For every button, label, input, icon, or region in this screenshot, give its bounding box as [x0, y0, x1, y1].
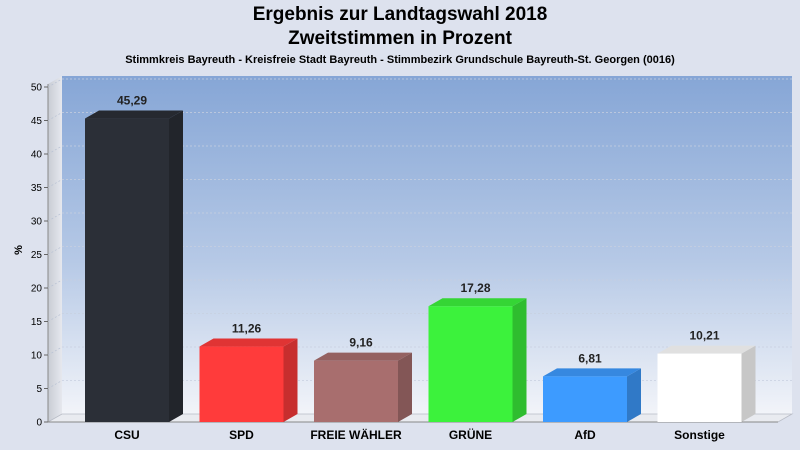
bar-front — [199, 346, 284, 422]
bar-top — [314, 352, 412, 361]
y-tick-label: 25 — [31, 250, 43, 261]
bar-side — [512, 298, 527, 422]
grid-line-side — [47, 212, 63, 222]
bar-side — [627, 368, 641, 422]
x-tick-label: GRÜNE — [449, 427, 492, 442]
bars — [85, 110, 756, 422]
bar-front — [428, 306, 513, 422]
x-tick-label: Sonstige — [674, 428, 725, 442]
left-wall — [48, 76, 62, 422]
bar-sonstige — [657, 345, 756, 422]
bar-csu — [85, 110, 183, 422]
bar-front — [657, 353, 742, 422]
grid-line-side — [47, 346, 63, 356]
grid-line-side — [47, 78, 63, 88]
x-tick-label: SPD — [229, 428, 254, 442]
bar-spd — [199, 338, 298, 422]
bar-value-label: 6,81 — [578, 351, 602, 365]
y-axis: 0 5 10 15 20 25 30 35 40 45 50 — [31, 83, 48, 429]
chart-title: Ergebnis zur Landtagswahl 2018 — [252, 4, 548, 25]
bar-top — [85, 110, 183, 119]
grid-line-side — [47, 380, 63, 389]
grid-line-side — [47, 313, 63, 322]
bar-side — [169, 110, 183, 422]
y-tick-label: 40 — [31, 150, 43, 161]
x-tick-label: CSU — [114, 428, 139, 442]
bar-side — [398, 352, 412, 422]
bar-top — [543, 368, 641, 377]
bar-side — [283, 338, 298, 422]
y-tick-label: 20 — [31, 284, 43, 295]
y-tick-label: 10 — [31, 351, 43, 362]
y-tick-label: 5 — [36, 384, 42, 395]
bar-freie-wähler — [314, 352, 412, 422]
labels: 45,29 CSU 11,26 SPD 9,16 FREIE WÄHLER 17,28 GRÜ… — [114, 94, 725, 442]
grid-line-side — [47, 246, 63, 255]
bar-value-label: 11,26 — [232, 322, 262, 336]
y-tick-label: 30 — [31, 217, 43, 228]
y-tick-label: 0 — [36, 418, 42, 429]
x-tick-label: FREIE WÄHLER — [310, 427, 402, 442]
grid-line-side — [47, 279, 63, 289]
grid-line-side — [47, 145, 63, 155]
bar-front — [543, 376, 627, 422]
grid-line-side — [47, 179, 63, 188]
grid-line-side — [47, 112, 63, 121]
bar-side — [741, 345, 756, 422]
chart-subtitle: Stimmkreis Bayreuth - Kreisfreie Stadt B… — [125, 54, 675, 66]
bar-value-label: 10,21 — [689, 329, 719, 343]
bar-value-label: 17,28 — [460, 281, 490, 295]
y-tick-label: 35 — [31, 183, 43, 194]
chart-title-line-2: Zweitstimmen in Prozent — [288, 28, 512, 49]
bar-value-label: 45,29 — [117, 94, 147, 108]
x-tick-label: AfD — [574, 428, 596, 442]
bar-value-label: 9,16 — [349, 336, 373, 350]
y-tick-label: 50 — [31, 83, 43, 94]
bar-grüne — [428, 298, 527, 422]
bar-top — [428, 298, 527, 307]
y-tick-label: 45 — [31, 116, 43, 127]
bar-top — [657, 345, 756, 354]
bar-afd — [543, 368, 641, 422]
bar-front — [314, 360, 398, 422]
bar-front — [85, 118, 169, 422]
bar-top — [199, 338, 298, 347]
y-axis-label: % — [13, 245, 25, 255]
y-tick-label: 15 — [31, 317, 43, 328]
